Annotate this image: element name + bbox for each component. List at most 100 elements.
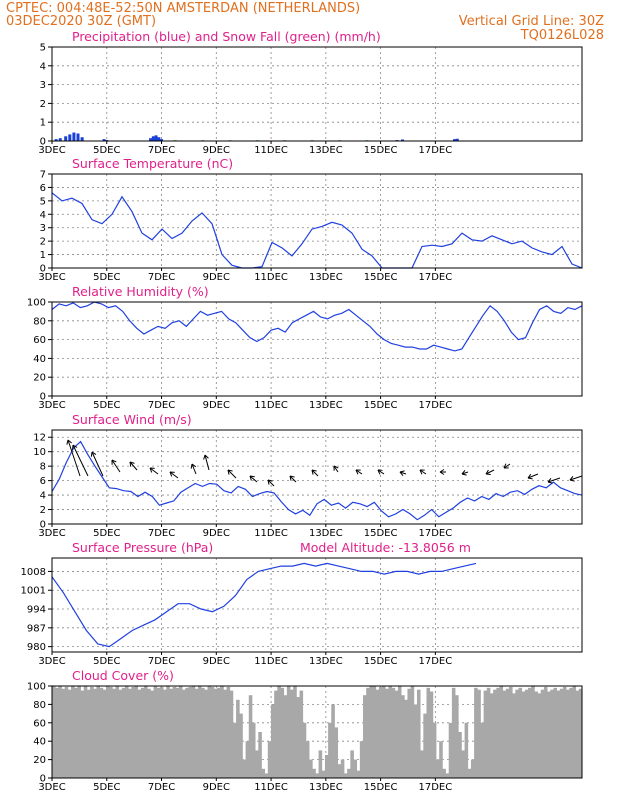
y-tick-label: 40 — [33, 354, 46, 365]
cloud-bar — [521, 691, 526, 778]
cloud-bar — [442, 768, 446, 778]
y-tick-label: 980 — [27, 642, 46, 653]
cloud-bar — [493, 689, 497, 778]
precip-bar — [76, 133, 80, 141]
cloud-bar — [55, 687, 59, 778]
panels: Precipitation (blue) and Snow Fall (gree… — [21, 29, 583, 793]
x-tick-label: 9DEC — [203, 782, 230, 793]
wind-arrow-head — [461, 473, 467, 476]
cloud-bar — [578, 688, 583, 778]
x-tick-label: 7DEC — [148, 528, 175, 539]
y-tick-label: 0 — [40, 520, 46, 531]
x-tick-label: 13DEC — [309, 145, 343, 156]
cloud-bar — [258, 732, 262, 778]
cloud-bar — [150, 690, 154, 778]
x-tick-label: 9DEC — [203, 656, 230, 667]
x-tick-label: 7DEC — [148, 656, 175, 667]
cloud-bar — [255, 750, 259, 778]
precip-bar — [80, 137, 84, 141]
cloud-bar — [343, 773, 348, 778]
wind-arrow — [503, 463, 511, 469]
cloud-bar — [480, 722, 485, 778]
cloud-bar — [169, 688, 173, 778]
model-altitude: Model Altitude: -13.8056 m — [300, 540, 471, 555]
panel-pressure: Surface Pressure (hPa) Model Altitude: -1… — [21, 540, 583, 667]
x-tick-label: 11DEC — [254, 528, 288, 539]
wind-arrow-head — [267, 479, 270, 485]
precip-bar — [157, 137, 161, 141]
cloud-bar — [334, 727, 339, 778]
cloud-bar — [569, 687, 573, 778]
wind-arrow — [311, 469, 319, 477]
y-tick-label: 100 — [27, 682, 46, 693]
wind-arrow-head — [111, 459, 117, 463]
header-model-id: TQ0126L028 — [520, 28, 604, 43]
wind-arrow — [169, 471, 179, 479]
cloud-bar — [137, 689, 142, 778]
cloud-bar — [451, 687, 456, 778]
cloud-bar — [378, 686, 383, 778]
cloud-bar — [302, 722, 307, 778]
cloud-bar — [226, 686, 231, 778]
x-tick-label: 11DEC — [254, 782, 288, 793]
precip-bar — [401, 139, 405, 141]
precip-bar — [151, 136, 155, 141]
precip-bar — [102, 139, 106, 141]
wind-arrow — [333, 465, 339, 473]
cloud-bar — [388, 686, 392, 778]
cloud-bar — [467, 768, 472, 778]
wind-arrow — [399, 471, 407, 475]
cloud-bar — [93, 688, 97, 778]
y-tick-label: 2 — [40, 237, 46, 248]
cloud-bar — [445, 773, 450, 778]
wind-arrow — [547, 477, 561, 483]
wind-arrow-head — [289, 475, 292, 481]
cloud-bar — [416, 689, 421, 778]
cloud-bar — [159, 686, 164, 778]
x-tick-label: 5DEC — [93, 145, 120, 156]
cloud-bar — [385, 688, 389, 778]
x-tick-label: 3DEC — [38, 272, 65, 283]
wind-arrow — [377, 469, 385, 475]
cloud-bar — [366, 687, 370, 778]
cloud-bar — [429, 691, 434, 778]
cloud-bar — [550, 689, 554, 778]
wind-arrow — [461, 471, 469, 475]
header-date: 03DEC2020 30Z (GMT) — [6, 14, 156, 29]
precip-bar — [453, 139, 457, 141]
cloud-bar — [420, 750, 424, 778]
cloud-bar — [270, 704, 275, 778]
x-tick-label: 9DEC — [203, 400, 230, 411]
cloud-bar — [502, 690, 507, 778]
cloud-bar — [499, 686, 504, 778]
cloud-bar — [105, 686, 110, 778]
cloud-bar — [347, 768, 351, 778]
cloud-bar — [455, 695, 459, 778]
panel-frame — [51, 685, 583, 779]
cloud-bar — [299, 690, 304, 778]
cloud-bar — [277, 686, 281, 778]
cloud-bar — [350, 750, 354, 778]
wind-arrow — [191, 463, 197, 475]
y-tick-label: 994 — [27, 605, 46, 616]
wind-arrow-head — [289, 475, 295, 478]
cloud-bar — [74, 687, 78, 778]
x-tick-label: 13DEC — [309, 656, 343, 667]
x-tick-label: 3DEC — [38, 782, 65, 793]
wind-line — [51, 440, 583, 521]
cloud-bar — [359, 741, 364, 778]
cloud-bar — [293, 686, 297, 778]
precip-bar — [160, 139, 164, 141]
cloud-bar — [58, 686, 62, 778]
x-tick-label: 13DEC — [309, 272, 343, 283]
cloud-bar — [397, 686, 402, 778]
cloud-bar — [83, 686, 88, 778]
y-tick-label: 7 — [40, 170, 46, 181]
header: CPTEC: 004:48E-52:50N AMSTERDAN (NETHERL… — [6, 1, 604, 43]
wind-arrow-head — [169, 471, 173, 477]
cloud-bar — [217, 687, 221, 778]
panel-frame — [51, 429, 583, 525]
x-tick-label: 9DEC — [203, 528, 230, 539]
x-tick-label: 9DEC — [203, 272, 230, 283]
